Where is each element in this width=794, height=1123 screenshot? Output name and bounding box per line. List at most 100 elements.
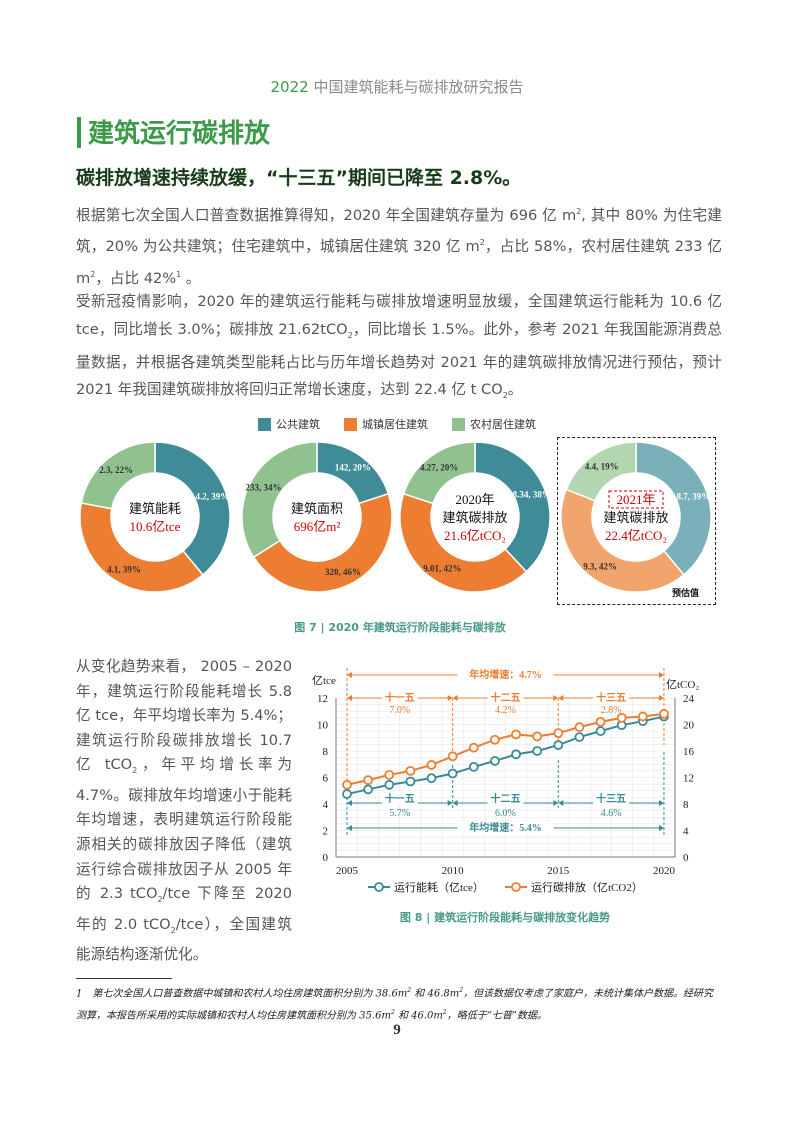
carbon-period-rate: 4.2% — [495, 705, 516, 716]
text-segment: 2 — [157, 895, 163, 905]
legend-label: 运行碳排放（亿tCO2） — [531, 880, 643, 894]
data-point — [405, 776, 416, 787]
arrow-head — [658, 672, 664, 678]
running-header: 2022 中国建筑能耗与碳排放研究报告 — [0, 76, 794, 97]
data-point — [553, 728, 564, 739]
y-tick-left: 0 — [323, 852, 329, 864]
donut-slice — [241, 441, 318, 559]
text-segment: 2 — [390, 1009, 395, 1017]
y-tick-left: 8 — [323, 746, 329, 758]
donut-slice — [252, 492, 393, 593]
label-bg — [593, 792, 630, 805]
label-bg — [487, 691, 524, 704]
label-bg — [593, 691, 630, 704]
arrow-head — [347, 672, 352, 678]
carbon-period-name: 十一五 — [385, 691, 415, 704]
data-point — [447, 768, 458, 779]
paragraph-1: 根据第七次全国人口普查数据推算得知，2020 年全国建筑存量为 696 亿 m2… — [76, 198, 722, 292]
data-point — [468, 742, 479, 753]
data-point — [447, 751, 458, 762]
donut-slice — [316, 441, 390, 505]
slice-label: 320, 46% — [325, 567, 361, 577]
arrow-head — [553, 695, 559, 701]
data-point — [490, 734, 500, 745]
slice-label: 4.1, 39% — [107, 565, 141, 575]
series-line — [346, 715, 665, 796]
donut-center-value: 696亿m² — [294, 519, 341, 534]
label-bg — [381, 792, 418, 805]
legend-marker — [511, 882, 521, 892]
text-segment: 2 — [576, 207, 582, 216]
estimate-label: 预估值 — [672, 589, 700, 599]
data-point — [511, 749, 521, 760]
legend-item: 城镇居住建筑 — [344, 416, 428, 432]
carbon-period-name: 十二五 — [490, 691, 520, 704]
text-segment: ，略低于“七普”数据。 — [446, 1010, 547, 1022]
legend-label: 农村居住建筑 — [470, 418, 536, 431]
donut-center-value: 21.6亿tCO₂ — [444, 528, 506, 543]
y-tick-right: 12 — [683, 773, 694, 785]
data-point — [532, 731, 543, 742]
data-point — [342, 779, 352, 790]
footnote-divider — [76, 978, 172, 979]
text-segment: 。 — [507, 381, 523, 399]
carbon-period-rate: 7.0% — [389, 705, 410, 716]
data-point — [511, 729, 521, 740]
data-point — [574, 732, 585, 742]
legend-swatch — [344, 417, 357, 431]
series-line — [346, 712, 665, 786]
paragraph-2: 受新冠疫情影响，2020 年的建筑运行能耗与碳排放增速明显放缓，全国建筑运行能耗… — [76, 288, 722, 410]
energy-overall-rate: 年均增速：5.4% — [469, 821, 541, 834]
energy-period-rate: 4.6% — [601, 808, 622, 819]
y-tick-left: 10 — [317, 720, 329, 732]
text-segment: 2 — [347, 330, 353, 340]
title-accent-bar — [77, 117, 81, 148]
data-point — [637, 711, 648, 722]
legend-item: 公共建筑 — [258, 416, 320, 432]
arrow-head — [558, 695, 564, 701]
data-point — [553, 740, 564, 750]
y-axis-label-right: 亿tCO₂ — [666, 678, 699, 691]
donut-slice — [402, 441, 476, 505]
text-segment: 1 第七次全国人口普查数据中城镇和农村人均住房建筑面积分别为 38.6m — [76, 988, 408, 1000]
data-point — [532, 746, 543, 756]
y-tick-right: 24 — [683, 693, 695, 705]
data-point — [426, 760, 437, 770]
donut-center-label: 建筑面积 — [291, 501, 343, 516]
header-title: 中国建筑能耗与碳排放研究报告 — [308, 78, 524, 96]
y-tick-right: 16 — [683, 746, 695, 758]
subtitle: 碳排放增速持续放缓，“十三五”期间已降至 2.8%。 — [76, 167, 522, 189]
text-segment: 2 — [90, 269, 96, 279]
energy-period-name: 十三五 — [596, 792, 626, 805]
arrow-head — [347, 825, 352, 831]
donut-center-label: 建筑能耗 — [129, 501, 181, 516]
y-tick-left: 4 — [323, 799, 329, 811]
text-segment: ，但该数据仅考虑了家庭户，未统计集体户数据。经研究测算，本报告所采用的实际城镇和… — [76, 988, 714, 1022]
legend-swatch — [452, 417, 465, 431]
data-point — [595, 726, 606, 737]
y-tick-left: 6 — [323, 773, 329, 785]
y-tick-left: 12 — [317, 693, 328, 705]
slice-label: 9.3, 42% — [583, 561, 617, 571]
arrow-head — [447, 800, 453, 806]
arrow-head — [658, 695, 664, 701]
section-title: 建筑运行碳排放 — [88, 119, 271, 149]
slice-label: 4.27, 20% — [420, 463, 458, 473]
arrow-head — [558, 800, 564, 806]
figure7-caption: 图 7 | 2020 年建筑运行阶段能耗与碳排放 — [294, 621, 506, 634]
text-segment: ，占比 42% — [95, 269, 177, 287]
slice-label: 233, 34% — [246, 483, 282, 493]
data-point — [574, 722, 585, 733]
slice-label: 4.4, 19% — [585, 462, 619, 472]
arrow-head — [553, 800, 559, 806]
label-bg — [487, 792, 524, 805]
figure7-legend: 公共建筑 城镇居住建筑 农村居住建筑 — [0, 416, 794, 432]
donut-slice — [560, 488, 685, 593]
x-tick: 2015 — [547, 865, 570, 877]
donut-slice — [635, 441, 712, 576]
donut-slice — [399, 492, 528, 593]
legend-label: 运行能耗（亿tce） — [394, 880, 484, 894]
text-segment: 2 — [407, 987, 412, 994]
text-segment: 1 — [176, 269, 182, 279]
